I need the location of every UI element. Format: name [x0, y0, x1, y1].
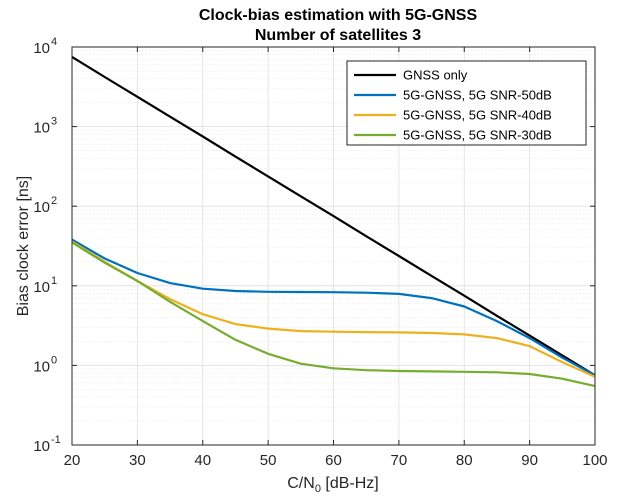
series-line-2: [71, 238, 596, 377]
y-tick-label: 10: [33, 199, 50, 216]
x-tick-label: 100: [582, 452, 607, 469]
y-tick-exponent: 2: [51, 195, 57, 207]
x-tick-label: 80: [456, 452, 473, 469]
x-tick-label: 50: [260, 452, 277, 469]
y-tick-label: 10: [33, 120, 50, 137]
x-axis-label-main: C/N: [287, 475, 315, 492]
chart-subtitle: Number of satellites 3: [255, 27, 421, 44]
legend-label: 5G-GNSS, 5G SNR-50dB: [403, 88, 552, 103]
y-tick-label: 10: [33, 40, 50, 57]
chart-title: Clock-bias estimation with 5G-GNSS: [199, 7, 478, 24]
y-tick-exponent: 3: [51, 116, 57, 128]
series-line-3: [71, 240, 596, 378]
series-lines: [71, 55, 596, 388]
y-tick-exponent: 4: [51, 36, 57, 48]
series-line-4: [71, 241, 596, 388]
x-axis-label-subscript: 0: [315, 483, 321, 495]
y-tick-label: 10: [33, 358, 50, 375]
x-axis-label-unit: [dB-Hz]: [321, 475, 379, 492]
legend-label: GNSS only: [403, 68, 468, 83]
x-tick-label: 70: [391, 452, 408, 469]
y-tick-exponent: 0: [51, 354, 57, 366]
legend-label: 5G-GNSS, 5G SNR-30dB: [403, 128, 552, 143]
y-tick-label: 10: [33, 279, 50, 296]
series-line-1: [71, 55, 596, 377]
y-tick-label: 10: [33, 438, 50, 455]
x-tick-label: 60: [325, 452, 342, 469]
x-axis-ticks: 20 30 40 50 60 70 80 90 100: [64, 47, 608, 469]
x-tick-label: 30: [129, 452, 146, 469]
y-axis-label: Bias clock error [ns]: [15, 176, 32, 316]
y-tick-exponent: 1: [51, 275, 57, 287]
x-tick-label: 40: [194, 452, 211, 469]
y-tick-exponent: -1: [51, 434, 61, 446]
legend: GNSS only 5G-GNSS, 5G SNR-50dB 5G-GNSS, 5G…: [346, 60, 587, 146]
legend-label: 5G-GNSS, 5G SNR-40dB: [403, 108, 552, 123]
x-axis-label: C/N0 [dB-Hz]: [287, 475, 378, 495]
x-tick-label: 20: [64, 452, 81, 469]
x-tick-label: 90: [521, 452, 538, 469]
